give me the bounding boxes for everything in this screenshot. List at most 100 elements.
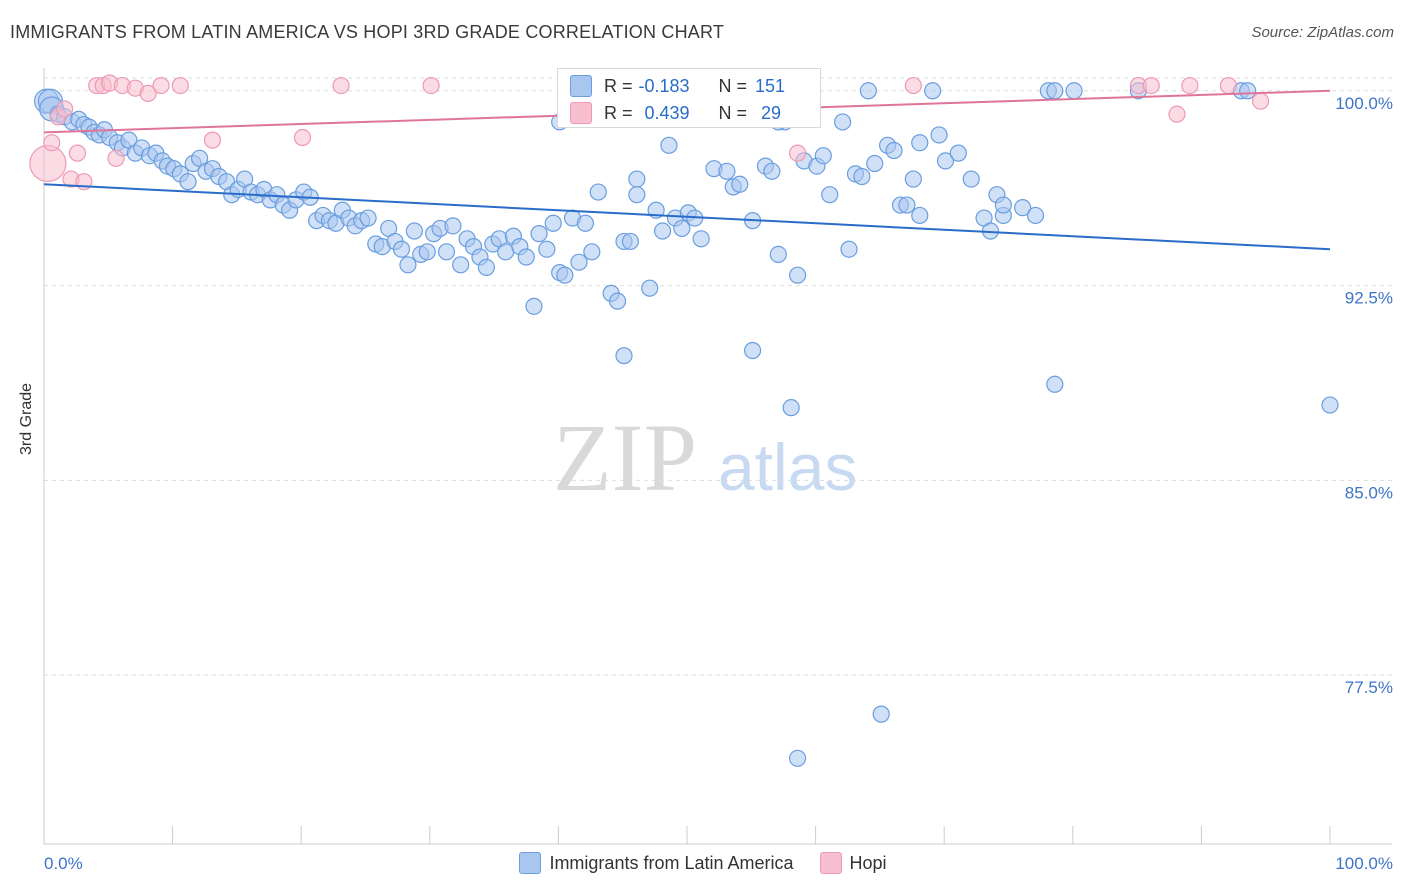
point-latin-america bbox=[641, 279, 659, 297]
point-latin-america bbox=[452, 256, 470, 274]
point-latin-america bbox=[621, 232, 640, 251]
point-latin-america bbox=[898, 196, 916, 214]
point-latin-america bbox=[583, 243, 601, 261]
point-hopi bbox=[139, 84, 157, 102]
stats-n-value: 29 bbox=[761, 102, 782, 123]
legend-label: Hopi bbox=[849, 852, 887, 873]
trend-line-latin-america bbox=[43, 183, 1331, 251]
point-latin-america bbox=[814, 147, 832, 165]
point-latin-america bbox=[538, 240, 556, 258]
point-latin-america bbox=[525, 297, 543, 315]
point-hopi bbox=[293, 128, 312, 147]
point-hopi bbox=[1181, 76, 1199, 95]
point-latin-america bbox=[994, 196, 1012, 214]
point-hopi bbox=[904, 76, 922, 95]
point-latin-america bbox=[840, 240, 858, 258]
watermark-zip: ZIP bbox=[553, 404, 697, 511]
y-axis-label: 3rd Grade bbox=[18, 382, 35, 455]
point-latin-america bbox=[576, 214, 595, 232]
point-latin-america bbox=[437, 243, 456, 261]
point-latin-america bbox=[821, 186, 839, 204]
point-latin-america bbox=[763, 162, 781, 180]
point-hopi bbox=[43, 134, 61, 152]
point-latin-america bbox=[904, 170, 922, 188]
stats-swatch-pink bbox=[570, 102, 592, 124]
stats-box: R = -0.183 N = 151 R = 0.439 N = 29 bbox=[557, 68, 821, 128]
point-latin-america bbox=[615, 347, 633, 365]
point-hopi bbox=[55, 100, 74, 118]
point-hopi bbox=[29, 144, 67, 183]
point-hopi bbox=[1142, 76, 1160, 95]
point-latin-america bbox=[853, 167, 871, 186]
point-latin-america bbox=[834, 113, 852, 131]
point-latin-america bbox=[556, 266, 574, 284]
point-latin-america bbox=[405, 222, 423, 240]
y-tick-label: 92.5% bbox=[1345, 289, 1393, 308]
point-latin-america bbox=[1321, 396, 1339, 414]
point-latin-america bbox=[788, 749, 807, 767]
point-latin-america bbox=[589, 183, 607, 201]
point-latin-america bbox=[359, 209, 377, 227]
point-latin-america bbox=[962, 170, 980, 188]
point-latin-america bbox=[444, 217, 462, 235]
point-latin-america bbox=[692, 230, 710, 248]
point-latin-america bbox=[743, 341, 762, 360]
point-latin-america bbox=[782, 399, 800, 417]
point-hopi bbox=[203, 131, 222, 149]
point-latin-america bbox=[418, 243, 436, 261]
stats-r-value: -0.183 bbox=[638, 75, 690, 96]
point-latin-america bbox=[608, 292, 627, 310]
stats-n-label: N = bbox=[718, 102, 748, 123]
legend-swatch-pink bbox=[819, 852, 842, 874]
point-hopi bbox=[1219, 76, 1238, 95]
y-tick-label: 77.5% bbox=[1345, 678, 1393, 697]
point-latin-america bbox=[936, 152, 955, 170]
point-latin-america bbox=[866, 154, 884, 173]
point-latin-america bbox=[1239, 82, 1257, 100]
point-latin-america bbox=[731, 175, 749, 193]
point-latin-america bbox=[179, 173, 197, 191]
point-hopi bbox=[171, 76, 189, 95]
legend: Immigrants from Latin America Hopi bbox=[0, 852, 1406, 874]
point-latin-america bbox=[653, 222, 672, 240]
point-latin-america bbox=[872, 705, 890, 723]
point-hopi bbox=[1168, 105, 1186, 123]
point-latin-america bbox=[911, 206, 929, 225]
point-hopi bbox=[68, 144, 87, 162]
legend-swatch-blue bbox=[519, 852, 542, 874]
legend-item-latin-america: Immigrants from Latin America bbox=[519, 852, 794, 874]
point-latin-america bbox=[788, 266, 807, 284]
point-latin-america bbox=[949, 144, 967, 162]
point-latin-america bbox=[1026, 206, 1045, 225]
source-credit: Source: ZipAtlas.com bbox=[1251, 24, 1394, 41]
x-tick-label: 100.0% bbox=[1335, 854, 1393, 873]
point-latin-america bbox=[517, 248, 535, 266]
point-latin-america bbox=[1014, 199, 1032, 217]
point-hopi bbox=[788, 144, 807, 162]
point-latin-america bbox=[911, 134, 929, 152]
point-latin-america bbox=[628, 186, 646, 204]
watermark-atlas: atlas bbox=[718, 430, 857, 504]
legend-label: Immigrants from Latin America bbox=[549, 852, 794, 873]
stats-n-value: 151 bbox=[755, 75, 786, 96]
point-latin-america bbox=[1046, 375, 1064, 393]
point-latin-america bbox=[930, 126, 948, 144]
point-latin-america bbox=[859, 82, 877, 100]
point-latin-america bbox=[660, 136, 678, 154]
chart-title: IMMIGRANTS FROM LATIN AMERICA VS HOPI 3R… bbox=[10, 22, 725, 42]
point-hopi bbox=[422, 76, 440, 95]
point-latin-america bbox=[628, 170, 646, 188]
point-latin-america bbox=[769, 245, 787, 264]
point-latin-america bbox=[392, 240, 411, 258]
stats-n-label: N = bbox=[718, 75, 748, 96]
stats-row-blue: R = -0.183 N = 151 bbox=[570, 75, 785, 97]
point-latin-america bbox=[399, 256, 417, 274]
y-tick-label: 85.0% bbox=[1345, 483, 1393, 502]
point-latin-america bbox=[885, 141, 903, 160]
stats-r-label: R = bbox=[604, 75, 633, 96]
point-hopi bbox=[332, 76, 350, 95]
point-latin-america bbox=[477, 258, 495, 276]
legend-item-hopi: Hopi bbox=[819, 852, 887, 874]
y-tick-label: 100.0% bbox=[1335, 94, 1393, 113]
